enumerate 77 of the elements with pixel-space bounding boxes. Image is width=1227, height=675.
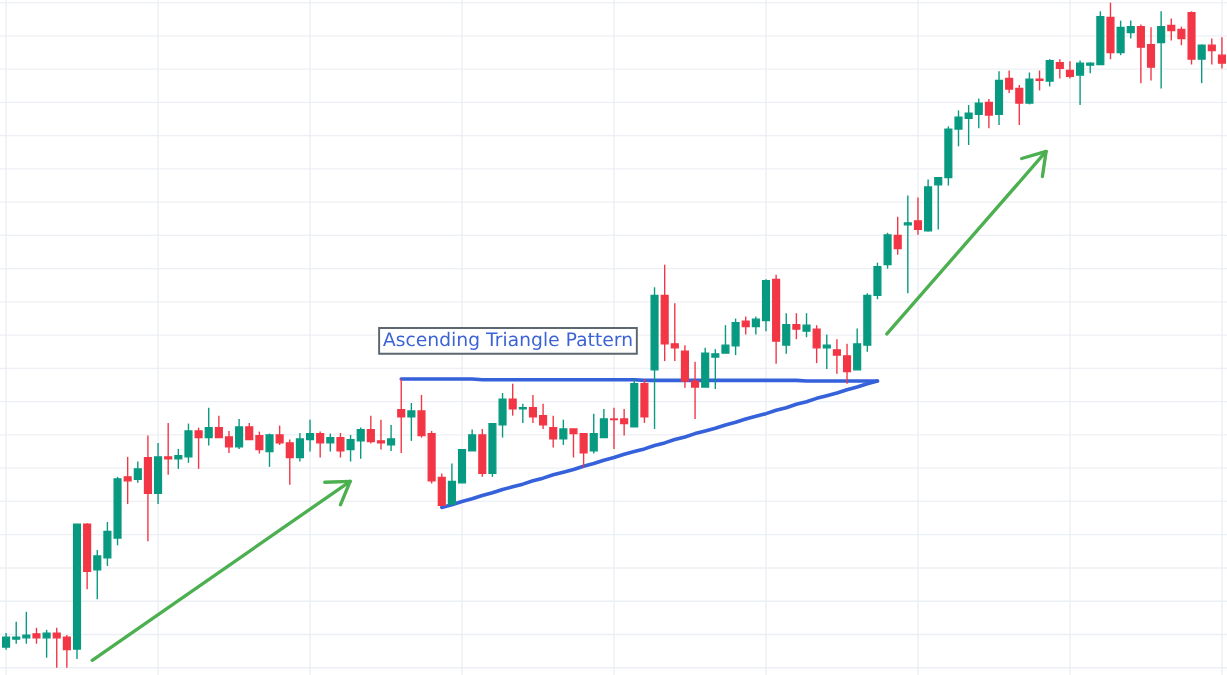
candlestick — [174, 448, 183, 470]
candlestick — [903, 194, 912, 294]
candlestick — [224, 430, 234, 454]
candlestick — [782, 312, 791, 355]
candlestick — [893, 216, 902, 256]
candlestick — [42, 629, 51, 659]
candlestick — [1197, 43, 1206, 84]
candlestick — [1055, 58, 1064, 80]
candlestick — [599, 408, 608, 439]
candlestick — [1076, 59, 1085, 106]
candlestick — [22, 611, 31, 645]
candlestick — [528, 394, 538, 424]
candlestick — [1167, 17, 1176, 42]
candlestick — [133, 460, 142, 484]
candlestick — [62, 634, 71, 669]
candlestick — [407, 402, 416, 442]
candlestick — [690, 361, 700, 420]
candlestick — [1025, 71, 1034, 106]
candlestick — [954, 109, 963, 148]
candlestick — [275, 424, 284, 446]
candlestick — [316, 430, 325, 459]
candlestick — [559, 418, 568, 446]
candlestick — [1217, 36, 1227, 70]
candlestick — [539, 402, 548, 430]
candlestick — [214, 414, 223, 439]
candlestick — [1005, 69, 1014, 94]
candlestick — [194, 426, 203, 470]
candlestick — [295, 432, 304, 463]
candlestick — [447, 462, 456, 507]
candlestick — [123, 456, 132, 505]
candlestick — [12, 621, 21, 645]
candlestick — [832, 338, 841, 375]
candlestick — [397, 378, 406, 454]
candlestick — [670, 302, 679, 362]
candlestick — [812, 324, 821, 364]
candlestick — [1015, 84, 1024, 126]
candlestick — [579, 432, 588, 469]
candlestick — [711, 348, 720, 390]
candlestick — [204, 406, 213, 447]
candlestick — [1207, 37, 1216, 66]
candlestick — [305, 418, 315, 453]
candlestick — [1157, 10, 1166, 90]
candlestick — [569, 428, 578, 459]
candlestick — [508, 383, 517, 417]
candlestick — [934, 176, 943, 231]
candlestick — [549, 414, 558, 449]
candlestick — [802, 312, 811, 338]
candlestick — [235, 418, 244, 450]
candlestick — [285, 438, 294, 486]
candlestick — [620, 408, 629, 437]
candlestick — [974, 97, 983, 130]
candlestick — [376, 418, 386, 451]
candlestick — [52, 627, 61, 669]
candlestick — [356, 426, 365, 460]
annotation: Ascending Triangle Pattern — [383, 331, 632, 350]
candlestick — [964, 104, 973, 146]
candlestick — [842, 343, 852, 385]
candlestick — [366, 414, 375, 445]
candlestick — [822, 333, 831, 370]
candlestick — [609, 406, 619, 450]
candlestick — [346, 434, 355, 463]
candlestick — [1146, 26, 1156, 82]
candlestick — [1035, 69, 1044, 92]
candlestick — [792, 312, 801, 340]
candlestick — [265, 432, 274, 468]
candlestick — [468, 428, 477, 452]
candlestick — [164, 422, 173, 476]
candlestick — [984, 98, 993, 130]
candlestick — [1045, 58, 1054, 88]
candlestick — [255, 430, 264, 455]
candlestick — [589, 412, 598, 455]
candlestick — [387, 424, 396, 452]
candlestick — [1136, 23, 1145, 84]
candlestick — [336, 432, 345, 459]
candlestick — [518, 402, 527, 424]
candlestick — [913, 196, 923, 236]
candlestick — [93, 549, 102, 600]
